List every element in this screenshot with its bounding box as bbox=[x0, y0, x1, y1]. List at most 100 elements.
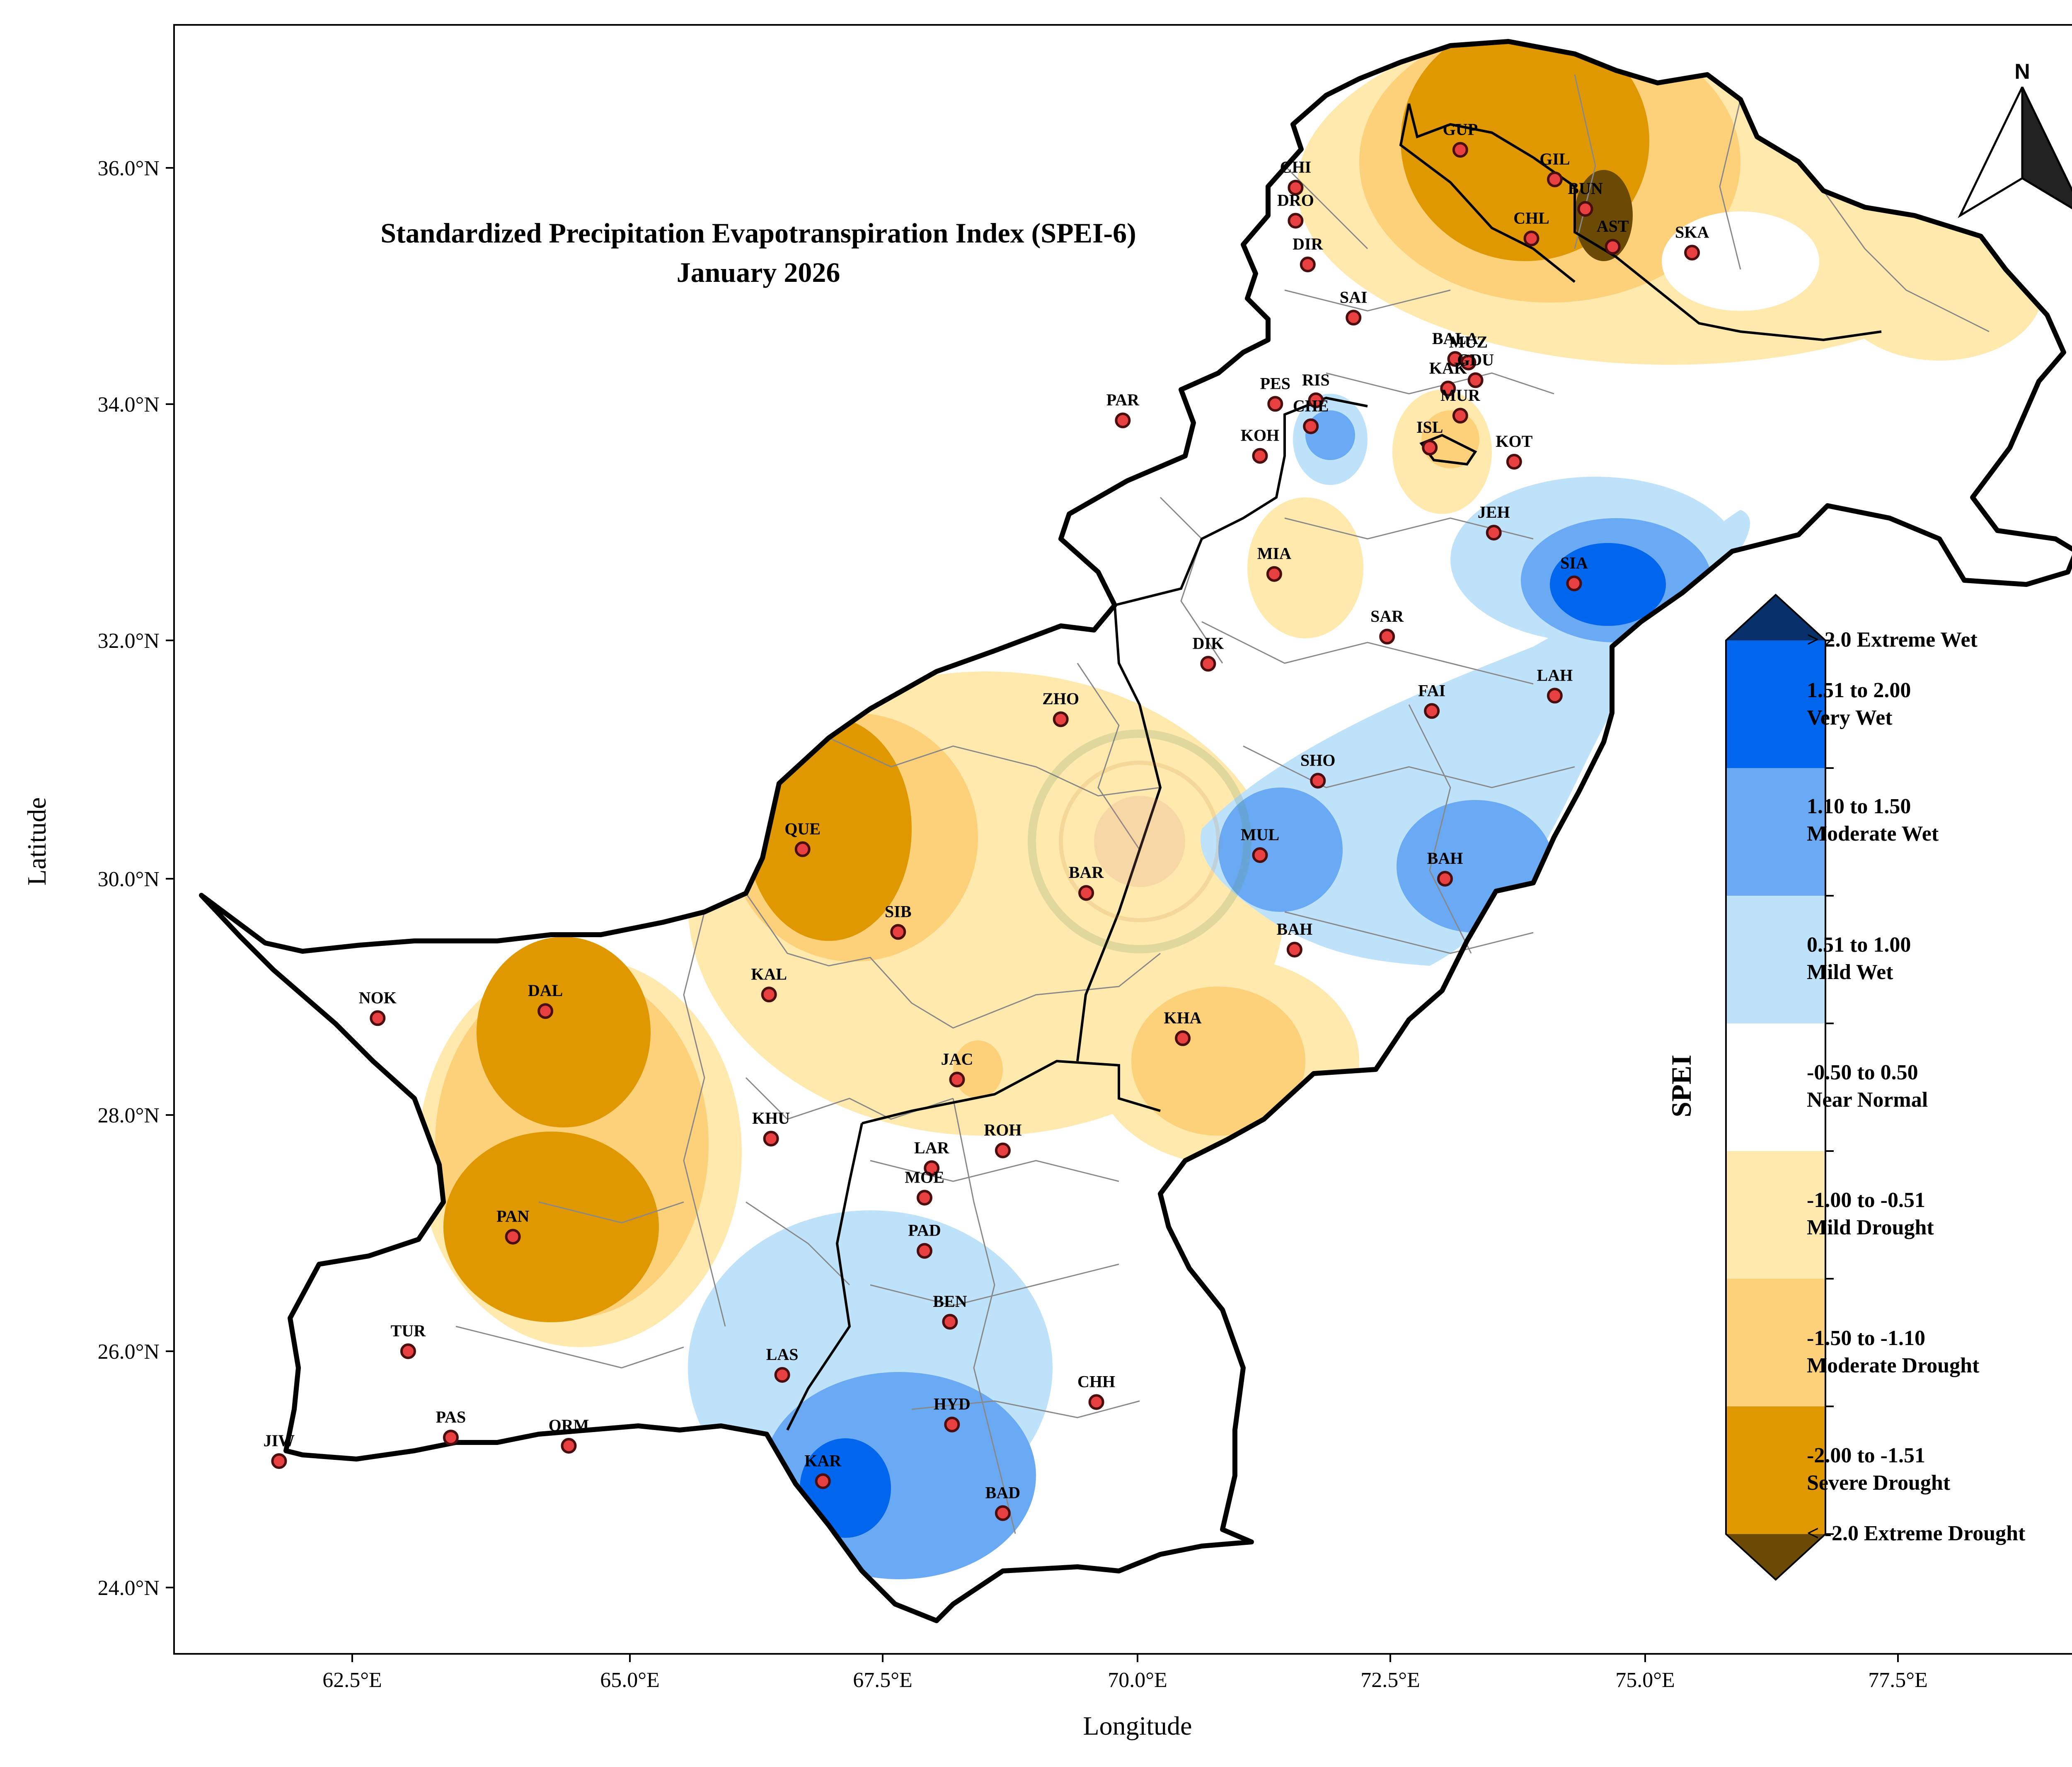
legend-swatch-moderate-drought bbox=[1726, 1279, 1825, 1406]
x-tick-label: 72.5°E bbox=[1360, 1668, 1420, 1692]
station-marker bbox=[370, 1010, 386, 1026]
station-marker bbox=[1566, 575, 1582, 591]
station-marker bbox=[1684, 245, 1700, 261]
station-marker bbox=[1605, 239, 1621, 255]
x-tick-label: 67.5°E bbox=[853, 1668, 913, 1692]
station-marker bbox=[1437, 871, 1453, 887]
legend-extreme-wet-swatch bbox=[1726, 595, 1825, 640]
station-marker bbox=[1547, 688, 1563, 704]
station-label: SHO bbox=[1300, 751, 1335, 770]
legend-class-range: 1.10 to 1.50 bbox=[1807, 795, 1911, 818]
legend-colorbar bbox=[1725, 594, 1834, 1581]
legend-extreme-drought-swatch bbox=[1726, 1534, 1825, 1580]
legend-class-name: Severe Drought bbox=[1807, 1471, 1951, 1495]
station-label: LAS bbox=[766, 1345, 799, 1364]
station-marker bbox=[537, 1003, 554, 1019]
station-marker bbox=[1452, 407, 1468, 424]
station-marker bbox=[1252, 448, 1268, 464]
y-tick-label: 32.0°N bbox=[98, 629, 160, 653]
legend-class-range: -0.50 to 0.50 bbox=[1807, 1061, 1918, 1084]
station-marker bbox=[1175, 1030, 1191, 1046]
x-tick-label: 77.5°E bbox=[1868, 1668, 1928, 1692]
station-label: SAR bbox=[1370, 607, 1404, 625]
legend-class-name: Mild Wet bbox=[1807, 960, 1893, 984]
station-label: CHE bbox=[1293, 397, 1329, 415]
station-label: MOE bbox=[905, 1168, 944, 1187]
watermark-seal bbox=[1028, 730, 1251, 953]
station-label: BAR bbox=[1069, 863, 1104, 882]
station-label: CHH bbox=[1077, 1372, 1115, 1391]
station-marker bbox=[1267, 396, 1283, 412]
station-marker bbox=[774, 1367, 790, 1383]
station-label: MIA bbox=[1257, 544, 1291, 563]
y-tick-label: 24.0°N bbox=[98, 1576, 160, 1600]
station-marker bbox=[1310, 773, 1326, 789]
north-arrow-icon bbox=[1958, 86, 2072, 218]
station-label: SAI bbox=[1340, 288, 1368, 306]
y-axis-label: Latitude bbox=[22, 797, 51, 885]
station-marker bbox=[761, 987, 777, 1003]
station-label: SIA bbox=[1560, 554, 1588, 572]
station-marker bbox=[1577, 201, 1593, 217]
legend-swatch-very-wet bbox=[1726, 640, 1825, 768]
station-marker bbox=[1467, 372, 1484, 388]
station-label: KOH bbox=[1241, 426, 1279, 445]
station-label: LAH bbox=[1537, 666, 1573, 684]
station-marker bbox=[1346, 310, 1362, 326]
station-label: PAD bbox=[908, 1221, 941, 1240]
station-marker bbox=[763, 1131, 779, 1146]
y-tick-label: 34.0°N bbox=[98, 393, 160, 417]
station-label: GIL bbox=[1539, 150, 1570, 168]
station-marker bbox=[1452, 142, 1468, 158]
x-tick-label: 62.5°E bbox=[322, 1668, 382, 1692]
station-marker bbox=[1088, 1394, 1104, 1410]
station-marker bbox=[1486, 525, 1502, 541]
station-label: PES bbox=[1260, 374, 1290, 393]
station-label: KAK bbox=[1429, 359, 1467, 377]
legend-class-name: Very Wet bbox=[1807, 706, 1893, 730]
station-marker bbox=[995, 1142, 1011, 1159]
station-marker bbox=[949, 1071, 965, 1088]
station-marker bbox=[400, 1343, 416, 1359]
y-tick-label: 28.0°N bbox=[98, 1104, 160, 1127]
station-marker bbox=[1547, 171, 1563, 187]
legend-class-range: 1.51 to 2.00 bbox=[1807, 679, 1911, 702]
station-label: JAC bbox=[941, 1050, 973, 1069]
y-tick-label: 30.0°N bbox=[98, 868, 160, 891]
station-label: PAR bbox=[1106, 390, 1140, 409]
station-label: BUN bbox=[1568, 179, 1603, 198]
legend-swatch-near-normal bbox=[1726, 1023, 1825, 1151]
legend-class-name: Mild Drought bbox=[1807, 1216, 1934, 1239]
station-label: KOT bbox=[1496, 432, 1532, 451]
legend-class-name: Moderate Wet bbox=[1807, 822, 1939, 846]
station-label: BEN bbox=[933, 1292, 967, 1311]
x-tick-label: 65.0°E bbox=[600, 1668, 660, 1692]
station-marker bbox=[1308, 392, 1324, 408]
station-label: NOK bbox=[359, 988, 397, 1007]
station-label: BALA bbox=[1432, 329, 1478, 348]
station-label: MUL bbox=[1241, 825, 1279, 844]
legend-swatch-mild-wet bbox=[1726, 896, 1825, 1023]
station-label: DRO bbox=[1277, 191, 1314, 210]
station-label: KAR bbox=[804, 1452, 842, 1470]
station-marker bbox=[1460, 354, 1477, 371]
map-subtitle: January 2026 bbox=[677, 257, 840, 288]
x-axis-label: Longitude bbox=[1083, 1711, 1192, 1740]
station-marker bbox=[942, 1314, 958, 1330]
map-title: Standardized Precipitation Evapotranspir… bbox=[380, 217, 1136, 249]
station-marker bbox=[924, 1160, 940, 1176]
station-marker bbox=[815, 1473, 831, 1489]
station-marker bbox=[443, 1430, 459, 1446]
station-label: ROH bbox=[984, 1121, 1021, 1139]
station-label: DIK bbox=[1193, 634, 1224, 652]
station-label: CHI bbox=[1280, 158, 1312, 177]
station-marker bbox=[1053, 711, 1069, 727]
station-label: BAD bbox=[985, 1483, 1020, 1502]
station-marker bbox=[944, 1416, 960, 1433]
station-marker bbox=[1300, 257, 1316, 272]
station-label: KHA bbox=[1164, 1008, 1202, 1027]
station-marker bbox=[1288, 213, 1304, 229]
station-label: JEH bbox=[1478, 503, 1510, 521]
